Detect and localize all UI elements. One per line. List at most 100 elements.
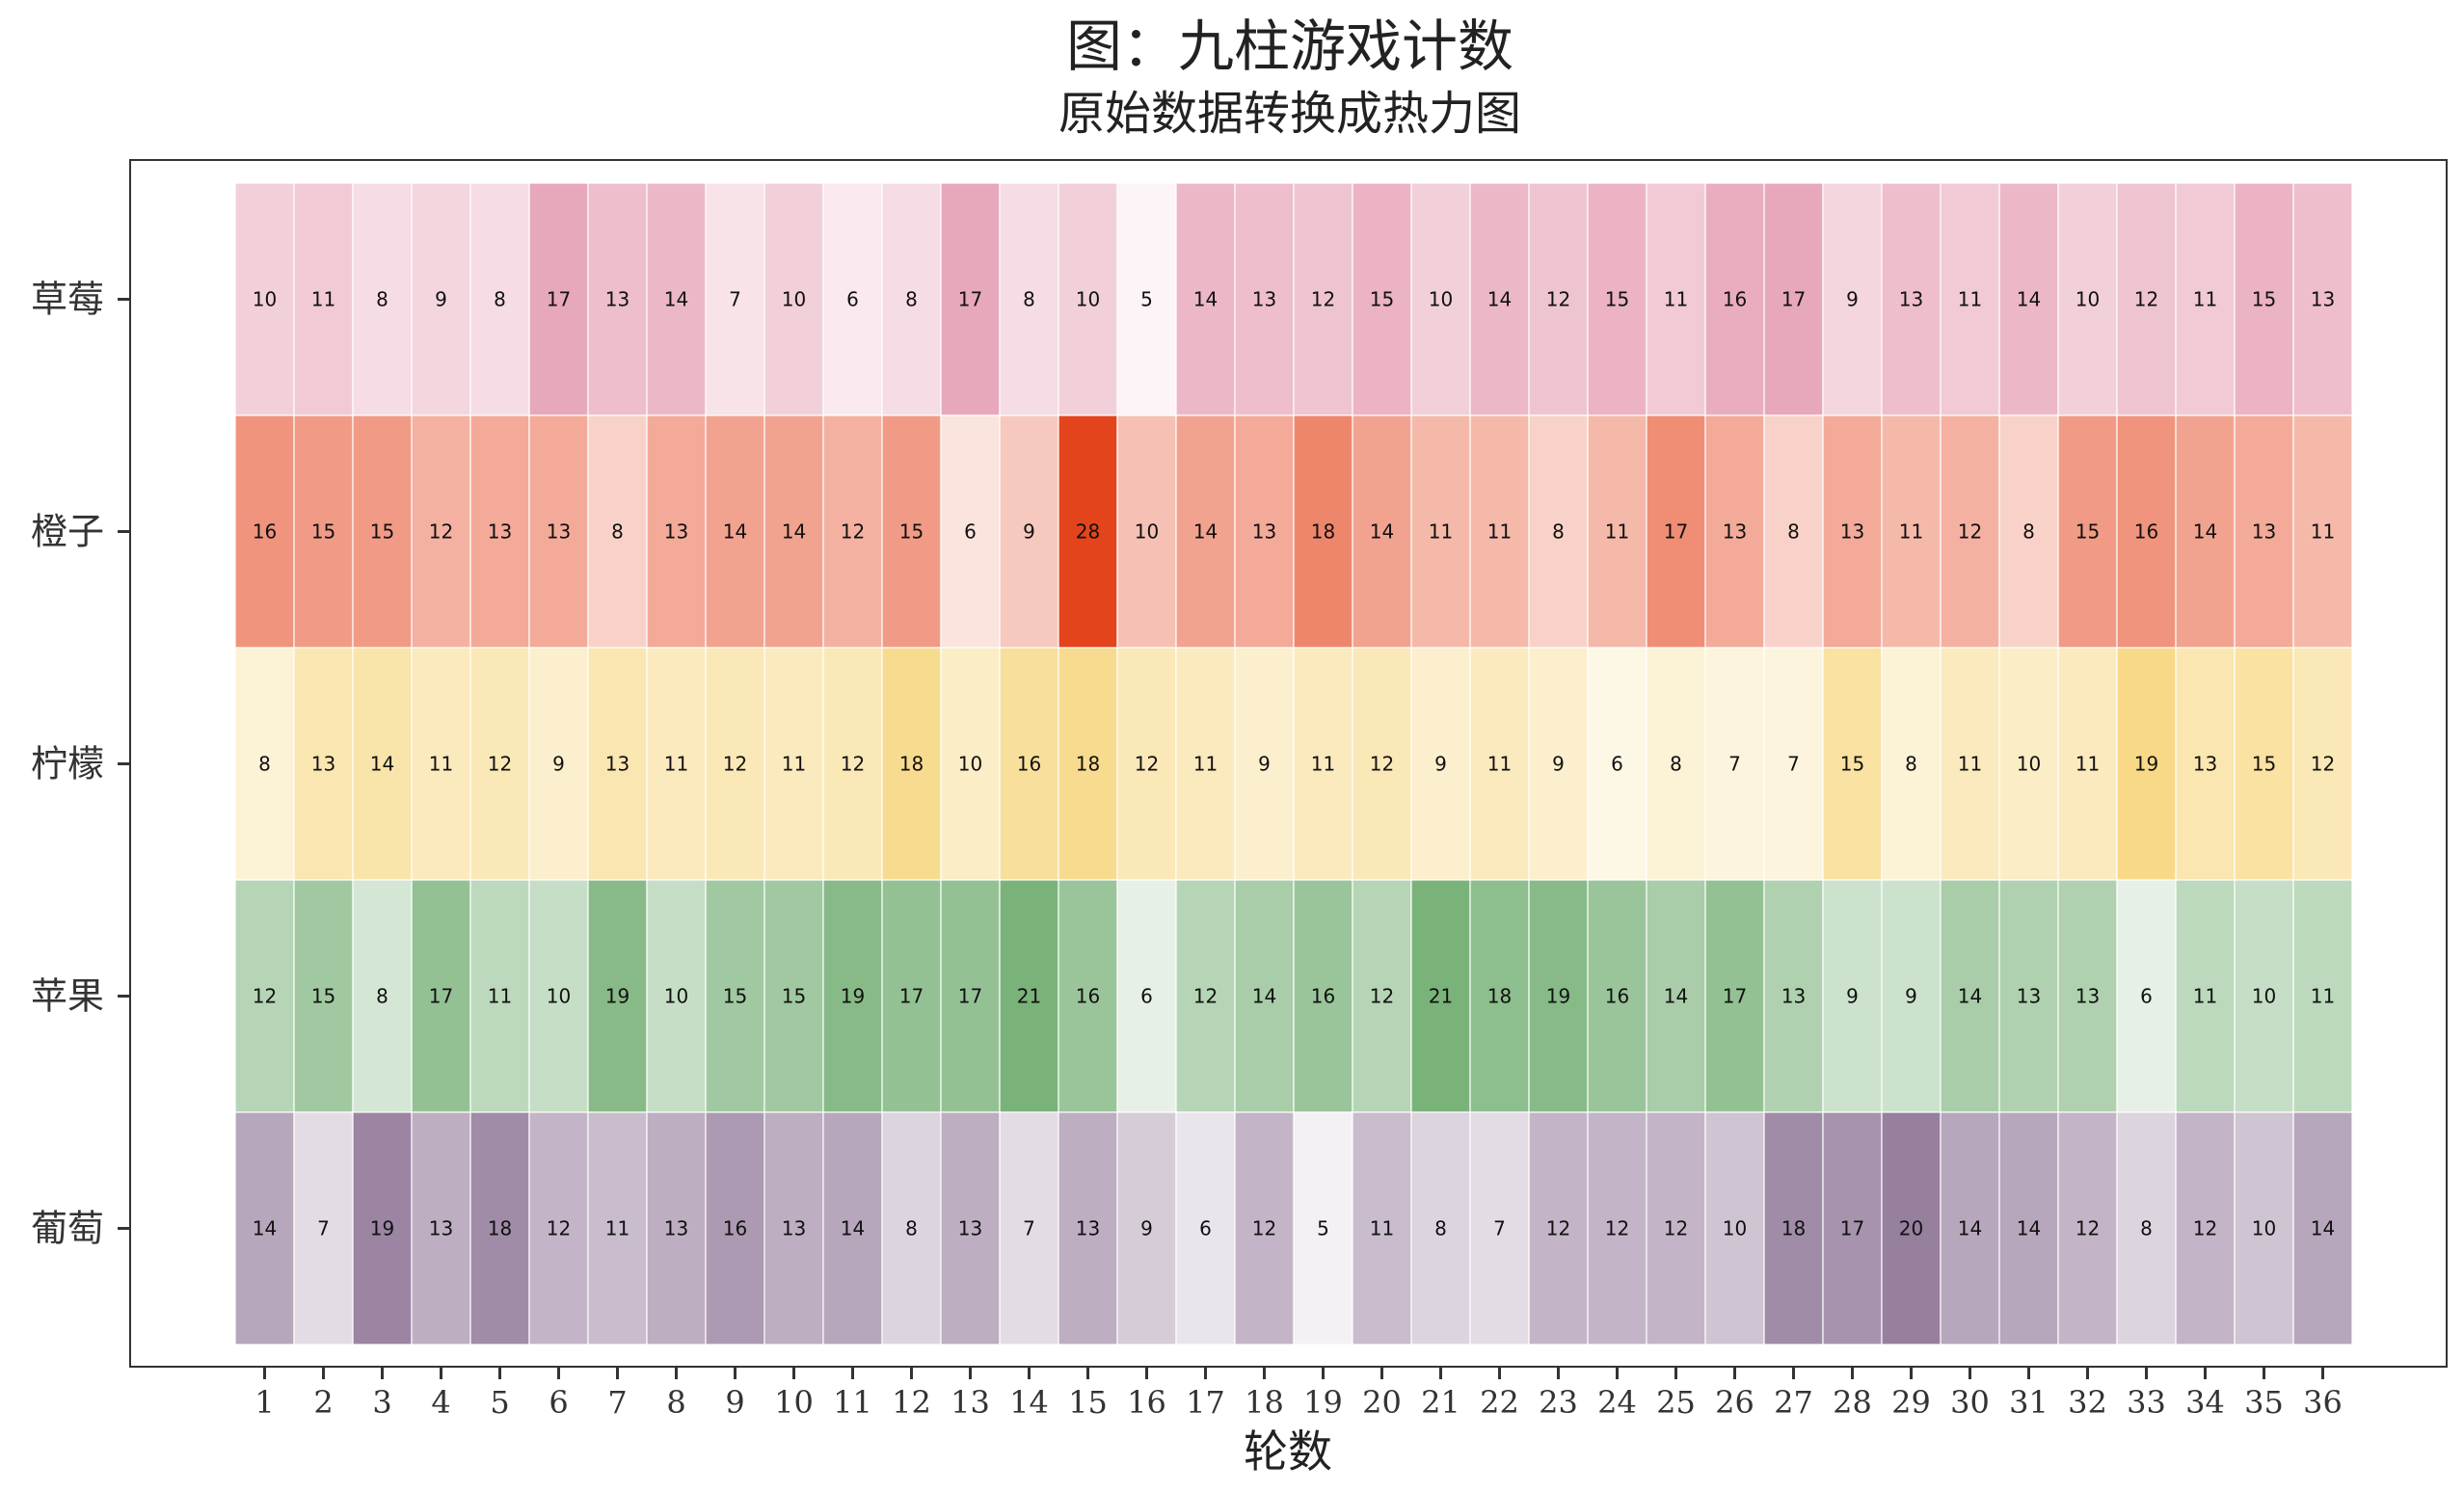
cell-value-label: 12 (723, 753, 747, 776)
y-tick-label: 葡萄 (31, 1208, 104, 1250)
cell-value-label: 7 (1023, 1217, 1035, 1240)
cell-value-label: 8 (611, 520, 624, 544)
x-tick-label: 35 (2244, 1384, 2284, 1421)
cell-value-label: 18 (488, 1217, 512, 1240)
heatmap-cell (1998, 182, 2059, 416)
cell-value-label: 7 (317, 1217, 330, 1240)
heatmap-cell (293, 647, 354, 881)
heatmap-cell (705, 414, 765, 649)
x-tick-label: 18 (1245, 1384, 1284, 1421)
heatmap-cell (587, 182, 648, 416)
heatmap-cell (528, 1111, 589, 1345)
heatmap-cell (1998, 1111, 2059, 1345)
heatmap-cell (1410, 647, 1471, 881)
cell-value-label: 13 (605, 288, 629, 311)
y-tick-label: 橙子 (31, 511, 104, 553)
heatmap-cell (763, 182, 824, 416)
heatmap-cell (1058, 879, 1118, 1113)
cell-value-label: 15 (2252, 753, 2276, 776)
x-tick-label: 10 (774, 1384, 814, 1421)
heatmap-cell (1881, 182, 1942, 416)
x-tick-label: 21 (1421, 1384, 1460, 1421)
heatmap-cell (705, 647, 765, 881)
cell-value-label: 12 (547, 1217, 571, 1240)
heatmap-cell (528, 879, 589, 1113)
heatmap-cell (469, 1111, 530, 1345)
cell-value-label: 12 (1370, 985, 1394, 1008)
heatmap-cell (1940, 414, 2000, 649)
cell-value-label: 15 (2252, 288, 2276, 311)
heatmap-cell (763, 414, 824, 649)
heatmap-cell (1352, 414, 1412, 649)
cell-value-label: 8 (1023, 288, 1035, 311)
cell-value-label: 10 (1135, 520, 1159, 544)
cell-value-label: 11 (1311, 753, 1335, 776)
cell-value-label: 12 (2134, 288, 2158, 311)
cell-value-label: 5 (1140, 288, 1153, 311)
heatmap-cell (469, 879, 530, 1113)
heatmap-cell (999, 879, 1059, 1113)
cell-value-label: 12 (488, 753, 512, 776)
cell-value-label: 9 (1846, 985, 1859, 1008)
cell-value-label: 12 (1135, 753, 1159, 776)
heatmap-cell (1940, 1111, 2000, 1345)
cell-value-label: 18 (899, 753, 924, 776)
heatmap-cell (705, 1111, 765, 1345)
heatmap-cell (2234, 647, 2294, 881)
cell-value-label: 17 (1723, 985, 1747, 1008)
cell-value-label: 15 (899, 520, 924, 544)
heatmap-cell (293, 1111, 354, 1345)
heatmap-cell (2175, 879, 2236, 1113)
cell-value-label: 11 (1664, 288, 1688, 311)
heatmap-cell (940, 182, 1001, 416)
x-tick-label: 20 (1362, 1384, 1402, 1421)
cell-value-label: 11 (1605, 520, 1629, 544)
cell-value-label: 17 (547, 288, 571, 311)
x-tick-label: 24 (1597, 1384, 1637, 1421)
heatmap-cell (1469, 1111, 1530, 1345)
chart-title: 图：九柱游戏计数 (1066, 13, 1513, 79)
cell-value-label: 10 (1429, 288, 1453, 311)
cell-value-label: 8 (905, 1217, 918, 1240)
cell-value-label: 12 (1605, 1217, 1629, 1240)
heatmap-cell (822, 647, 883, 881)
heatmap-cell (2057, 414, 2118, 649)
heatmap-cell (940, 1111, 1001, 1345)
cell-value-label: 13 (1723, 520, 1747, 544)
heatmap-cell (881, 414, 942, 649)
cell-value-label: 10 (782, 288, 806, 311)
cell-value-label: 15 (1840, 753, 1864, 776)
cell-value-label: 14 (253, 1217, 277, 1240)
cell-value-label: 15 (2076, 520, 2100, 544)
heatmap-cell (2292, 647, 2353, 881)
cell-value-label: 16 (1723, 288, 1747, 311)
cell-value-label: 10 (664, 985, 688, 1008)
cell-value-label: 14 (2017, 288, 2041, 311)
cell-value-label: 15 (723, 985, 747, 1008)
cell-value-label: 8 (2022, 520, 2035, 544)
cell-value-label: 17 (958, 985, 982, 1008)
heatmap-cell (352, 1111, 413, 1345)
heatmap-cell (528, 647, 589, 881)
y-tick-label: 苹果 (31, 975, 104, 1018)
x-tick-label: 7 (607, 1384, 627, 1421)
cell-value-label: 18 (1487, 985, 1512, 1008)
heatmap-cell (2292, 1111, 2353, 1345)
cell-value-label: 10 (2252, 985, 2276, 1008)
heatmap-cell (1352, 1111, 1412, 1345)
cell-value-label: 14 (370, 753, 394, 776)
cell-value-label: 11 (1193, 753, 1218, 776)
cell-value-label: 13 (1252, 520, 1276, 544)
heatmap-cell (469, 647, 530, 881)
cell-value-label: 10 (547, 985, 571, 1008)
cell-value-label: 13 (311, 753, 335, 776)
heatmap-cell (705, 182, 765, 416)
heatmap-cell (1646, 879, 1706, 1113)
x-tick-label: 13 (951, 1384, 990, 1421)
cell-value-label: 11 (1429, 520, 1453, 544)
heatmap-cell (1293, 879, 1353, 1113)
cell-value-label: 13 (782, 1217, 806, 1240)
heatmap-cell (822, 879, 883, 1113)
heatmap-cell (646, 1111, 707, 1345)
